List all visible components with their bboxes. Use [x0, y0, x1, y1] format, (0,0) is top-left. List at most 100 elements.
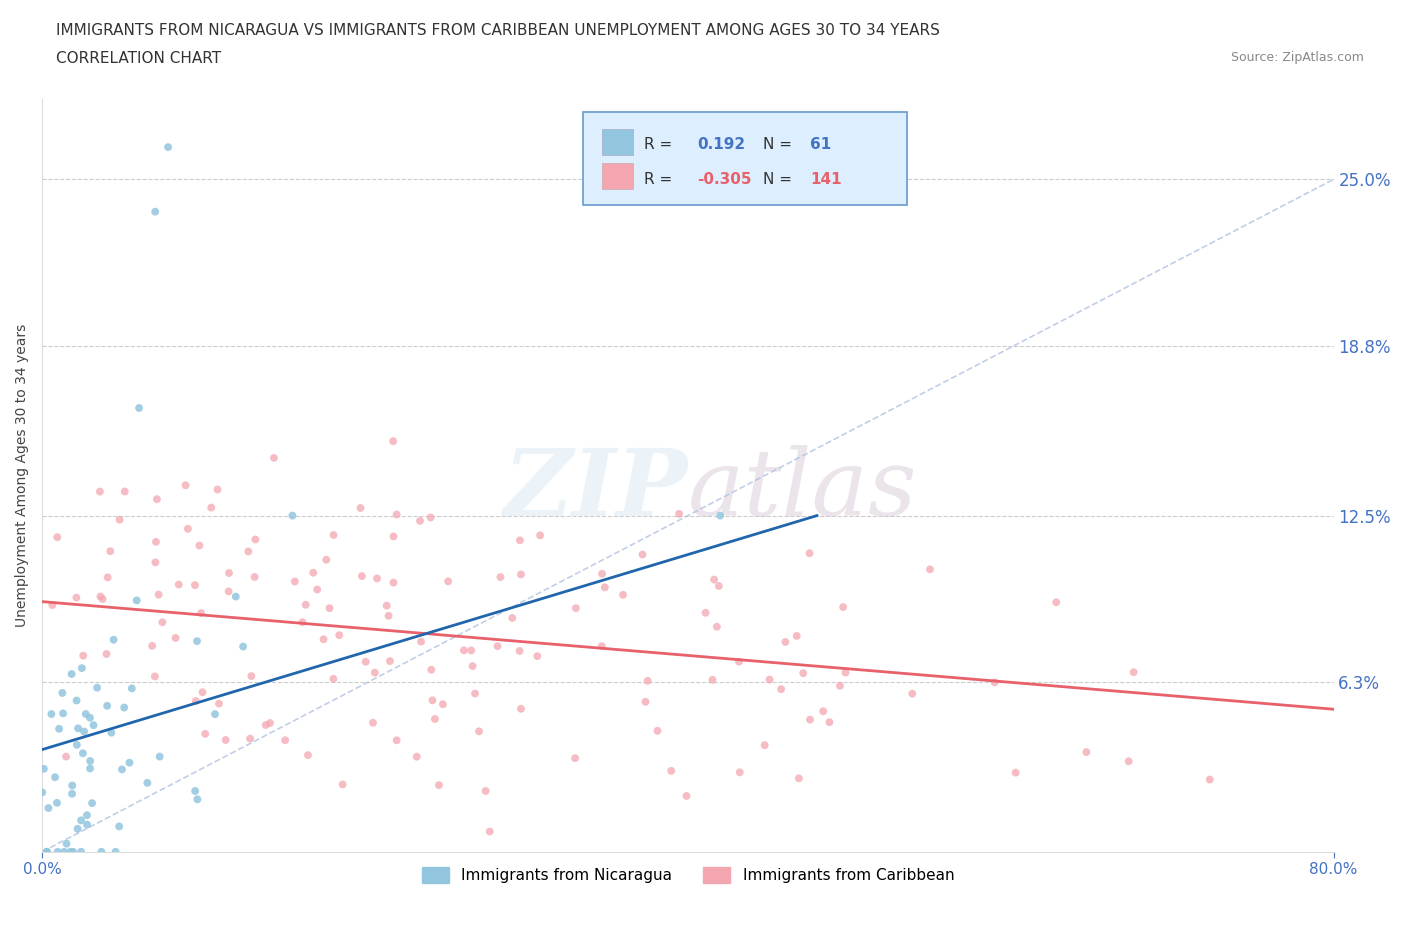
Point: [437, 574, 460, 589]
Text: -0.305: -0.305: [697, 172, 752, 187]
Point: [707, 578, 730, 593]
Point: [41, 598, 63, 613]
Point: [32, 762, 55, 777]
Point: [143, 205, 166, 219]
Text: N =: N =: [763, 137, 793, 152]
Point: [83, 718, 105, 733]
Point: [612, 588, 634, 603]
Point: [89, 589, 111, 604]
Point: [350, 568, 373, 583]
Point: [41, 707, 63, 722]
Point: [46, 530, 69, 545]
Point: [66, 737, 89, 752]
Text: atlas: atlas: [688, 445, 917, 536]
Point: [143, 669, 166, 684]
Point: [65, 591, 87, 605]
Point: [125, 593, 148, 608]
Point: [31, 785, 53, 800]
Point: [60, 778, 83, 793]
Point: [634, 695, 657, 710]
Point: [60, 787, 83, 802]
Point: [349, 500, 371, 515]
Point: [96, 698, 118, 713]
Point: [770, 682, 793, 697]
Point: [828, 678, 851, 693]
Point: [55, 836, 77, 851]
Point: [225, 589, 247, 604]
Point: [478, 824, 501, 839]
Point: [207, 482, 229, 497]
Point: [409, 513, 432, 528]
Point: [464, 686, 486, 701]
Point: [186, 633, 208, 648]
Point: [177, 522, 200, 537]
Point: [184, 784, 207, 799]
Point: [312, 631, 335, 646]
Point: [79, 753, 101, 768]
Point: [232, 639, 254, 654]
Point: [112, 700, 135, 715]
Point: [565, 601, 588, 616]
Point: [322, 671, 344, 686]
Point: [709, 508, 731, 523]
Point: [510, 701, 533, 716]
Point: [354, 655, 377, 670]
Text: 141: 141: [810, 172, 841, 187]
Point: [983, 675, 1005, 690]
Point: [62, 844, 84, 859]
Text: IMMIGRANTS FROM NICARAGUA VS IMMIGRANTS FROM CARIBBEAN UNEMPLOYMENT AMONG AGES 3: IMMIGRANTS FROM NICARAGUA VS IMMIGRANTS …: [56, 23, 941, 38]
Point: [104, 844, 127, 859]
Text: R =: R =: [644, 137, 672, 152]
Point: [422, 693, 444, 708]
Point: [215, 733, 238, 748]
Point: [385, 733, 408, 748]
Point: [529, 528, 551, 543]
Point: [48, 722, 70, 737]
Text: 61: 61: [810, 137, 831, 152]
Point: [366, 571, 388, 586]
Point: [184, 694, 207, 709]
Point: [274, 733, 297, 748]
Point: [510, 567, 533, 582]
Point: [1198, 772, 1220, 787]
Point: [76, 808, 98, 823]
Point: [758, 672, 780, 687]
Text: N =: N =: [763, 172, 793, 187]
Point: [382, 529, 405, 544]
Point: [659, 764, 682, 778]
Point: [302, 565, 325, 580]
Point: [637, 673, 659, 688]
Point: [121, 681, 143, 696]
Point: [254, 718, 277, 733]
Point: [149, 750, 172, 764]
Point: [405, 750, 427, 764]
Point: [79, 711, 101, 725]
Point: [509, 533, 531, 548]
Point: [818, 715, 841, 730]
Point: [55, 750, 77, 764]
Point: [294, 597, 316, 612]
Point: [100, 725, 122, 740]
Y-axis label: Unemployment Among Ages 30 to 34 years: Unemployment Among Ages 30 to 34 years: [15, 324, 30, 627]
Point: [378, 654, 401, 669]
Point: [1118, 754, 1140, 769]
Point: [86, 680, 108, 695]
Point: [297, 748, 319, 763]
Point: [186, 791, 208, 806]
Point: [1004, 765, 1026, 780]
Point: [799, 546, 821, 561]
Point: [191, 684, 214, 699]
Point: [73, 724, 96, 739]
Point: [59, 844, 82, 859]
Point: [60, 667, 83, 682]
Point: [375, 598, 398, 613]
Point: [564, 751, 586, 765]
Point: [792, 666, 814, 681]
Point: [318, 601, 340, 616]
Text: ZIP: ZIP: [503, 445, 688, 536]
Point: [72, 648, 94, 663]
Point: [1122, 665, 1144, 680]
Point: [832, 600, 855, 615]
Point: [70, 813, 93, 828]
Point: [1045, 595, 1067, 610]
